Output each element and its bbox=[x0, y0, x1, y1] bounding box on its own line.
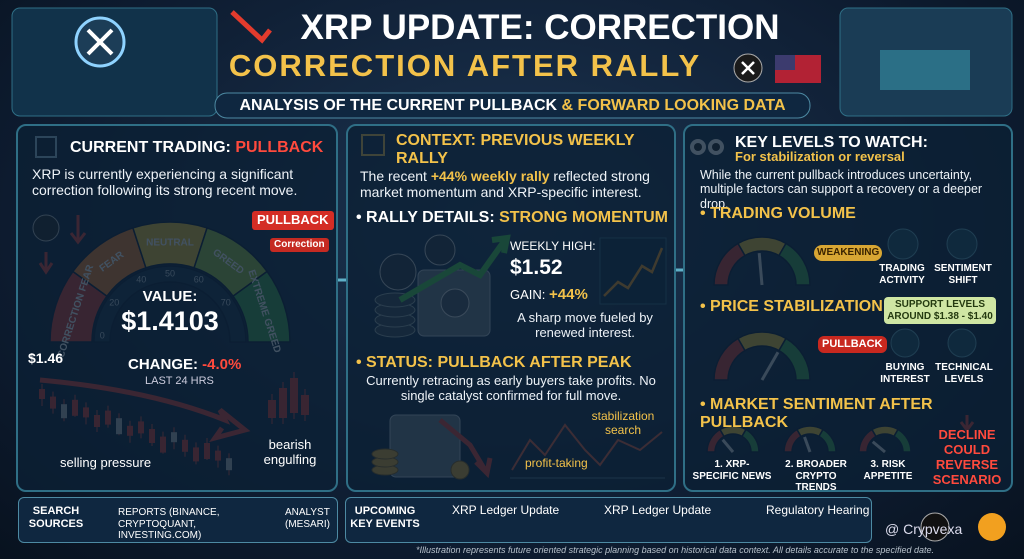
heading-text: PRICE STABILIZATION bbox=[710, 298, 883, 315]
weekly-high: $1.52 bbox=[510, 256, 563, 279]
paragraph: Currently retracing as early buyers take… bbox=[366, 373, 656, 403]
event: XRP Ledger Update bbox=[604, 503, 712, 517]
heading-highlight: PULLBACK bbox=[235, 139, 324, 156]
text-part: reflected strong market momentum and XRP… bbox=[360, 168, 650, 201]
subheading: For stabilization or reversal bbox=[735, 149, 905, 164]
reports: REPORTS (BINANCE, CRYPTOQUANT, INVESTING… bbox=[118, 507, 220, 541]
annotation: profit-taking bbox=[525, 456, 588, 470]
title: XRP UPDATE: CORRECTION bbox=[300, 8, 780, 47]
item-label: 2. BROADER CRYPTO TRENDS bbox=[785, 459, 847, 493]
heading-text: CURRENT TRADING: bbox=[70, 139, 231, 156]
heading: • STATUS: PULLBACK AFTER PEAK bbox=[356, 354, 632, 371]
sources-box bbox=[18, 497, 338, 543]
item-label: SENTIMENT SHIFT bbox=[934, 263, 992, 286]
event: XRP Ledger Update bbox=[452, 503, 560, 517]
annotation: stabilization search bbox=[591, 409, 655, 437]
flag-canton bbox=[775, 55, 795, 70]
heading-text: TRADING VOLUME bbox=[710, 205, 856, 222]
lab-table bbox=[880, 50, 970, 90]
heading: KEY LEVELS TO WATCH: bbox=[735, 134, 928, 151]
banner-text: ANALYSIS OF THE CURRENT PULLBACK & FORWA… bbox=[215, 97, 810, 115]
event: Regulatory Hearing bbox=[766, 503, 870, 517]
banner-part: ANALYSIS OF THE CURRENT PULLBACK bbox=[239, 97, 558, 114]
banner-part: & FORWARD LOOKING DATA bbox=[561, 97, 786, 114]
disclaimer: *Illustration represents future oriented… bbox=[416, 545, 934, 555]
warning: DECLINE COULD REVERSE SCENARIO bbox=[932, 427, 1002, 487]
paragraph: The recent +44% weekly rally reflected s… bbox=[360, 168, 670, 200]
label: GAIN: bbox=[510, 287, 546, 302]
annotation: bearish engulfing bbox=[263, 437, 317, 467]
support-box: SUPPORT LEVELS AROUND $1.38 - $1.40 bbox=[884, 297, 996, 324]
badge: WEAKENING bbox=[814, 245, 883, 261]
value-label: VALUE: bbox=[142, 288, 198, 305]
sources-label: SEARCH SOURCES bbox=[28, 505, 84, 530]
panel-current bbox=[16, 124, 338, 492]
badge-small: Correction bbox=[270, 238, 329, 252]
subtitle: CORRECTION AFTER RALLY bbox=[228, 48, 702, 83]
gain: GAIN: +44% bbox=[510, 286, 588, 303]
heading: • PRICE STABILIZATION bbox=[700, 298, 883, 315]
events-label: UPCOMING KEY EVENTS bbox=[350, 505, 420, 530]
down-arrow bbox=[230, 10, 272, 44]
xrp-mark bbox=[741, 61, 755, 75]
change: CHANGE: -4.0% bbox=[128, 356, 241, 373]
gain-value: +44% bbox=[549, 286, 588, 303]
badge: PULLBACK bbox=[252, 211, 334, 230]
item-label: BUYING INTEREST bbox=[880, 362, 930, 385]
heading-text: STATUS: PULLBACK AFTER PEAK bbox=[366, 354, 632, 371]
text-highlight: +44% weekly rally bbox=[430, 168, 550, 184]
price-start: $1.46 bbox=[28, 350, 64, 366]
item-label: TECHNICAL LEVELS bbox=[935, 362, 993, 385]
xrp-mark bbox=[86, 28, 114, 56]
heading: • MARKET SENTIMENT AFTER PULLBACK bbox=[700, 396, 933, 432]
badge: PULLBACK bbox=[818, 336, 887, 353]
xrp-badge bbox=[920, 512, 950, 542]
paragraph: XRP is currently experiencing a signific… bbox=[32, 166, 298, 199]
change-value: -4.0% bbox=[202, 356, 242, 373]
heading: • RALLY DETAILS: STRONG MOMENTUM bbox=[356, 209, 668, 226]
heading-text: MARKET SENTIMENT AFTER PULLBACK bbox=[700, 396, 933, 432]
text-part: The recent bbox=[360, 168, 427, 184]
events-box bbox=[345, 497, 872, 543]
paragraph: While the current pullback introduces un… bbox=[700, 168, 983, 211]
panel-context bbox=[346, 124, 676, 492]
heading-highlight: STRONG MOMENTUM bbox=[499, 209, 668, 226]
item-label: 3. RISK APPETITE bbox=[863, 459, 913, 482]
btc-badge bbox=[978, 513, 1006, 541]
heading: • TRADING VOLUME bbox=[700, 205, 856, 222]
change-label: CHANGE: bbox=[128, 356, 198, 373]
analyst: ANALYST (MESARI) bbox=[285, 507, 330, 530]
note: A sharp move fueled by renewed interest. bbox=[517, 310, 653, 340]
annotation: selling pressure bbox=[60, 455, 152, 470]
banner bbox=[214, 92, 811, 119]
heading-text: RALLY DETAILS: bbox=[366, 209, 495, 226]
heading: CONTEXT: PREVIOUS WEEKLY RALLY bbox=[396, 132, 635, 168]
item-label: TRADING ACTIVITY bbox=[879, 263, 925, 286]
change-period: LAST 24 HRS bbox=[145, 375, 214, 387]
heading: CURRENT TRADING: PULLBACK bbox=[70, 139, 323, 157]
value: $1.4103 bbox=[121, 306, 219, 336]
brand: @ Crypvexa bbox=[885, 521, 963, 537]
item-label: 1. XRP-SPECIFIC NEWS bbox=[692, 459, 772, 482]
label: WEEKLY HIGH: bbox=[510, 239, 596, 253]
